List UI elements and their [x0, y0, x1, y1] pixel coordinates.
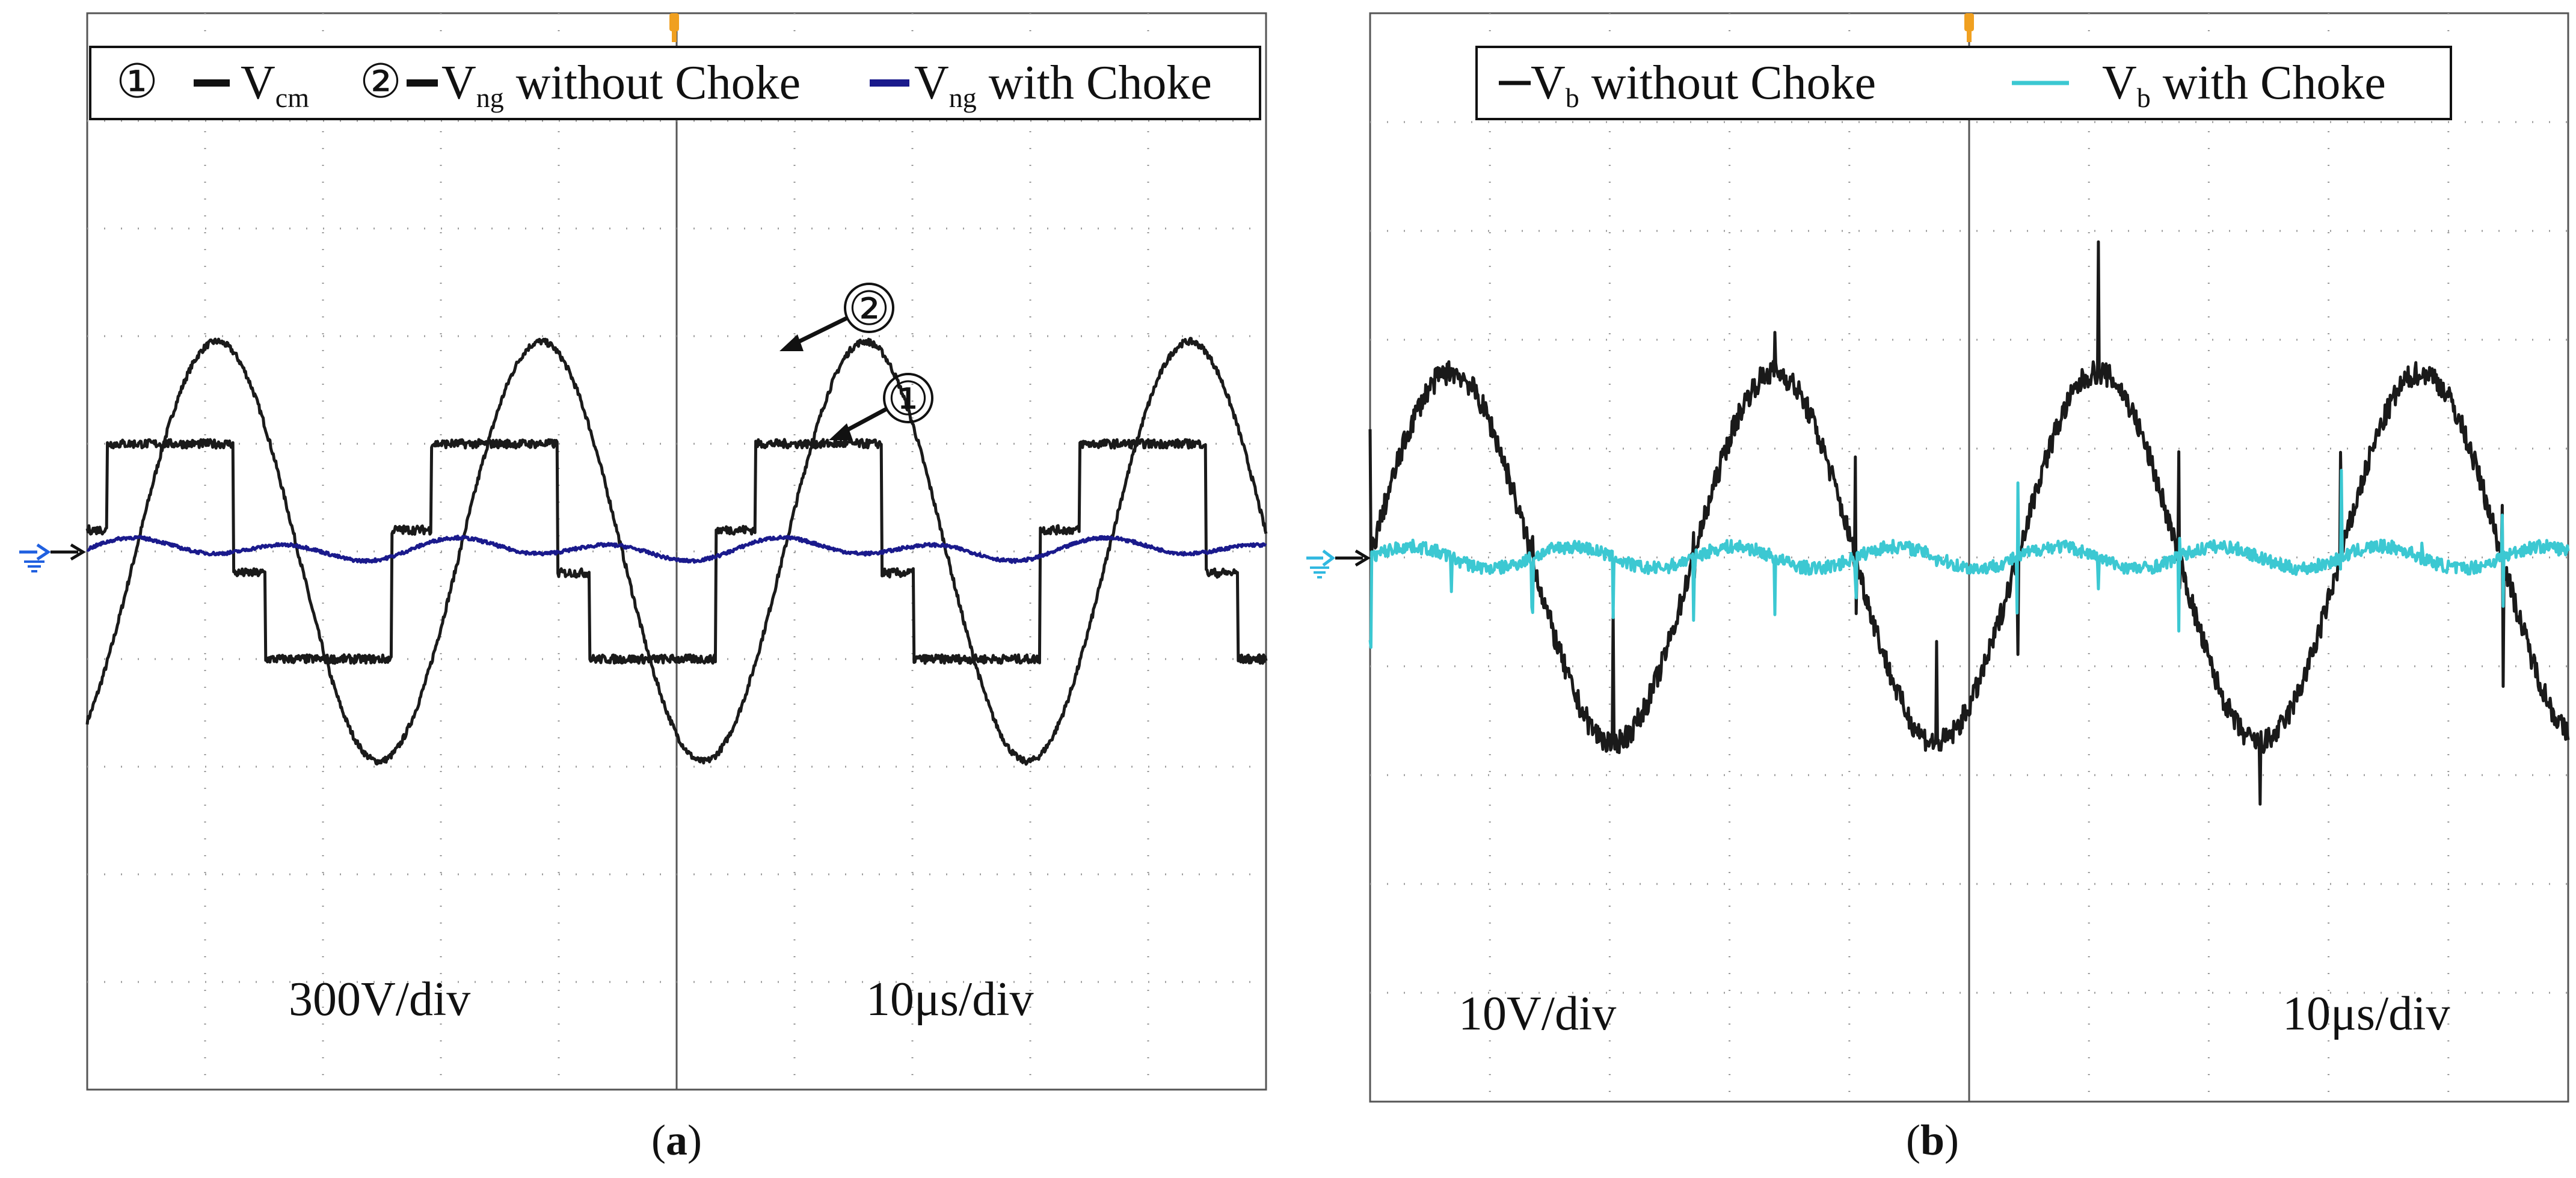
legend-label-vb-with: Vb with Choke: [2102, 57, 2386, 113]
panel-b-time-scale: 10μs/div: [2282, 987, 2450, 1040]
trace-v-ng-without-choke: [85, 337, 1268, 766]
legend-label-vb-without: Vb without Choke: [1531, 57, 1876, 113]
panel-a-trigger-marker: [669, 13, 679, 42]
panel-b-grid: [1370, 13, 2568, 1102]
legend-label-vcm: Vcm: [241, 57, 309, 113]
panel-a-legend-box: [89, 46, 1261, 120]
panel-a-annotation-1: ①: [829, 373, 933, 440]
trace-v-cm: [85, 438, 1268, 665]
legend-label-vng-with: Vng with Choke: [914, 57, 1212, 113]
legend-label-vng-without: Vng without Choke: [441, 57, 801, 113]
panel-b-oscilloscope: Vb without Choke Vb with Choke 10V/div 1…: [1306, 12, 2570, 1164]
panel-b-vertical-scale: 10V/div: [1459, 987, 1616, 1040]
panel-b-traces: [1368, 240, 2570, 806]
panel-b-legend-box: [1475, 46, 2452, 120]
panel-a-vertical-scale: 300V/div: [289, 973, 470, 1026]
panel-b-legend: Vb without Choke Vb with Choke: [1475, 46, 2452, 120]
panel-a-time-scale: 10μs/div: [866, 973, 1033, 1026]
trace-v-ng-with-choke: [86, 535, 1267, 564]
trace-v-b-without-choke: [1368, 240, 2570, 806]
annotation-label-1: ①: [887, 373, 929, 425]
legend-marker-1: ①: [116, 55, 158, 108]
panel-b-label: (b): [1906, 1116, 1959, 1164]
panel-b-ground-marker: [1306, 549, 1371, 578]
panel-a-oscilloscope: ① Vcm ② Vng without Choke Vng with Choke…: [19, 12, 1268, 1164]
trace-v-b-with-choke: [1368, 468, 2570, 649]
panel-a-label: (a): [651, 1116, 702, 1164]
panel-a-traces: [85, 337, 1268, 766]
legend-marker-2: ②: [360, 55, 402, 108]
annotation-label-2: ②: [848, 283, 890, 335]
panel-a-legend: ① Vcm ② Vng without Choke Vng with Choke: [89, 46, 1261, 120]
panel-a-annotation-2: ②: [779, 283, 894, 351]
panel-a-grid: [87, 13, 1266, 1090]
panel-a-ground-marker: [19, 543, 86, 572]
panel-b-trigger-marker: [1964, 13, 1974, 42]
